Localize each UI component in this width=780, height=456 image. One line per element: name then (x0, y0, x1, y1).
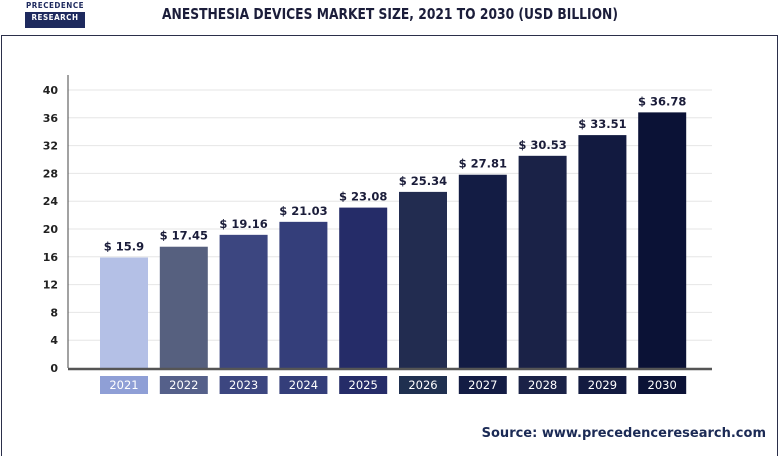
data-label: $ 25.34 (399, 174, 447, 188)
x-tick-label: 2024 (289, 378, 318, 392)
x-tick-box (578, 376, 627, 394)
y-tick-label: 36 (43, 112, 59, 125)
x-tick-label: 2026 (408, 378, 437, 392)
x-tick-box (458, 376, 507, 394)
logo-line2: RESEARCH (31, 13, 79, 22)
x-tick-box (159, 376, 208, 394)
y-tick-label: 32 (43, 140, 58, 153)
x-tick-label: 2021 (109, 378, 138, 392)
logo-line1: PRECEDENCE (25, 0, 85, 12)
x-tick-label: 2029 (588, 378, 617, 392)
x-tick-box (100, 376, 148, 394)
y-tick-label: 20 (43, 223, 59, 236)
bar-2028 (518, 155, 567, 368)
bar-2023 (219, 234, 268, 368)
bar-2024 (279, 221, 328, 368)
data-label: $ 23.08 (339, 190, 387, 204)
data-label: $ 21.03 (279, 204, 327, 218)
y-tick-label: 0 (50, 362, 58, 375)
bar-2027 (458, 174, 507, 368)
source-text: Source: www.precedenceresearch.com (481, 426, 766, 441)
x-tick-box (339, 376, 388, 394)
x-tick-box (638, 376, 687, 394)
logo: PRECEDENCE RESEARCH (25, 0, 85, 28)
bar-2029 (578, 135, 627, 368)
x-tick-box (279, 376, 328, 394)
data-label: $ 33.51 (578, 117, 626, 131)
x-tick-label: 2023 (229, 378, 258, 392)
bar-2021 (100, 257, 148, 368)
data-label: $ 19.16 (219, 217, 267, 231)
x-tick-label: 2028 (528, 378, 557, 392)
y-tick-label: 8 (50, 306, 58, 319)
data-label: $ 17.45 (160, 229, 208, 243)
x-tick-box (219, 376, 268, 394)
y-tick-label: 40 (43, 84, 59, 97)
data-label: $ 30.53 (518, 138, 566, 152)
y-tick-label: 16 (43, 251, 59, 264)
x-tick-label: 2027 (468, 378, 497, 392)
bar-2022 (159, 246, 208, 368)
y-tick-label: 28 (43, 167, 58, 180)
chart-frame (1, 35, 778, 456)
x-tick-label: 2030 (648, 378, 677, 392)
x-tick-label: 2025 (349, 378, 378, 392)
data-label: $ 15.9 (104, 239, 144, 253)
data-label: $ 36.78 (638, 94, 686, 108)
x-tick-label: 2022 (169, 378, 198, 392)
bar-2030 (638, 112, 687, 368)
y-tick-label: 24 (43, 195, 59, 208)
y-tick-label: 12 (43, 279, 58, 292)
chart-title: ANESTHESIA DEVICES MARKET SIZE, 2021 TO … (162, 5, 618, 23)
y-tick-label: 4 (50, 334, 58, 347)
data-label: $ 27.81 (459, 157, 507, 171)
bar-2025 (339, 207, 388, 368)
bar-2026 (399, 191, 447, 368)
x-tick-box (399, 376, 447, 394)
x-tick-box (518, 376, 567, 394)
